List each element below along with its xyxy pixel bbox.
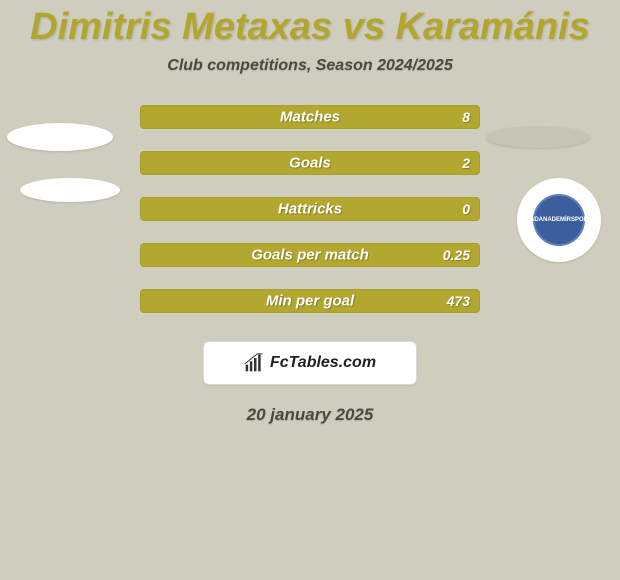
- bar-goals-per-match: Goals per match 0.25: [140, 243, 480, 267]
- chart-icon: [244, 353, 264, 373]
- bar-label: Min per goal: [266, 293, 354, 310]
- club-badge-container: ADANA DEMİRSPOR: [517, 178, 601, 262]
- date-line: 20 january 2025: [0, 405, 620, 425]
- brand-text: FcTables.com: [270, 354, 376, 372]
- badge-line2: DEMİRSPOR: [552, 217, 588, 223]
- right-thin-ellipse: [486, 126, 590, 148]
- bar-label: Goals: [289, 155, 331, 172]
- bar-hattricks: Hattricks 0: [140, 197, 480, 221]
- bar-label: Goals per match: [251, 247, 369, 264]
- bar-label: Hattricks: [278, 201, 342, 218]
- bar-label: Matches: [280, 109, 340, 126]
- stats-card: Dimitris Metaxas vs Karamánis Club compe…: [0, 0, 620, 580]
- left-ellipse-1: [7, 123, 113, 151]
- bar-value: 0: [462, 201, 470, 217]
- bar-min-per-goal: Min per goal 473: [140, 289, 480, 313]
- bar-matches: Matches 8: [140, 105, 480, 129]
- bar-value: 473: [447, 293, 470, 309]
- bar-value: 8: [462, 109, 470, 125]
- card-title: Dimitris Metaxas vs Karamánis: [0, 6, 620, 49]
- badge-line1: ADANA: [530, 217, 552, 223]
- bar-value: 2: [462, 155, 470, 171]
- club-badge: ADANA DEMİRSPOR: [533, 194, 585, 246]
- card-subtitle: Club competitions, Season 2024/2025: [0, 57, 620, 75]
- left-ellipse-2: [20, 178, 120, 202]
- bar-value: 0.25: [443, 247, 470, 263]
- stat-bars: Matches 8 Goals 2 Hattricks 0 Goals per …: [140, 105, 480, 313]
- brand-box[interactable]: FcTables.com: [203, 341, 417, 385]
- bar-goals: Goals 2: [140, 151, 480, 175]
